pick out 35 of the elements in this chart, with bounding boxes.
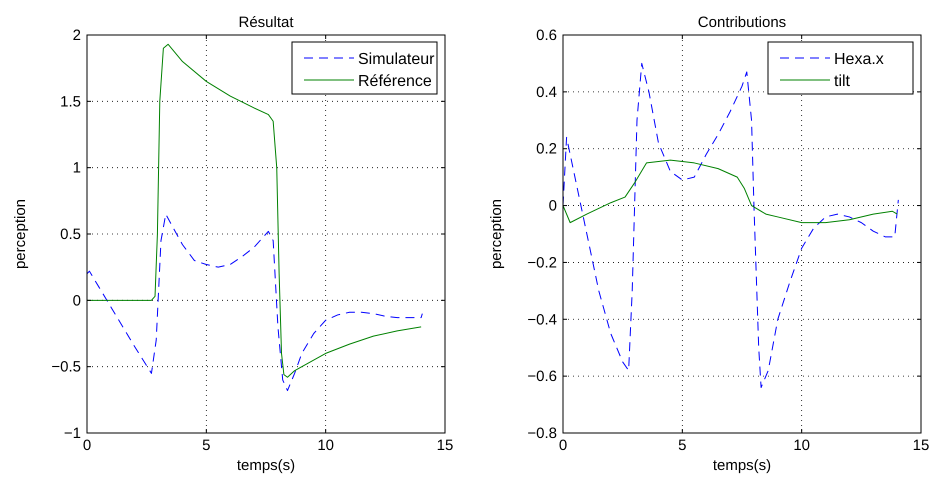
y-tick-label: 1.5 bbox=[60, 93, 81, 110]
legend-label: tilt bbox=[834, 73, 851, 90]
y-axis-title: perception bbox=[12, 198, 29, 270]
chart-title: Contributions bbox=[698, 14, 786, 31]
y-tick-label: 0 bbox=[548, 198, 557, 215]
y-tick-label: −0.8 bbox=[527, 425, 557, 442]
x-tick-label: 0 bbox=[558, 437, 568, 454]
y-tick-label: −0.4 bbox=[527, 311, 557, 328]
line-series bbox=[86, 214, 423, 392]
y-tick-label: −0.2 bbox=[527, 254, 557, 272]
legend-label: Référence bbox=[358, 73, 432, 90]
y-tick-label: −1 bbox=[64, 425, 81, 442]
chart-title: Résultat bbox=[238, 14, 294, 31]
x-axis-title: temps(s) bbox=[712, 457, 772, 474]
y-tick-label: 1 bbox=[72, 160, 81, 177]
y-tick-label: −0.6 bbox=[527, 368, 557, 386]
y-tick-label: 0.4 bbox=[536, 84, 557, 101]
x-tick-label: 15 bbox=[436, 437, 454, 454]
x-tick-label: 10 bbox=[793, 437, 810, 454]
y-tick-label: 0.2 bbox=[536, 140, 557, 158]
line-series bbox=[562, 62, 899, 388]
x-axis-title: temps(s) bbox=[236, 457, 296, 474]
x-tick-label: 15 bbox=[912, 437, 930, 454]
x-tick-label: 10 bbox=[317, 437, 334, 454]
y-tick-label: 0.5 bbox=[60, 226, 81, 243]
line-series bbox=[562, 160, 898, 224]
y-axis-title: perception bbox=[488, 198, 505, 270]
y-tick-label: −0.5 bbox=[51, 358, 81, 376]
x-tick-label: 5 bbox=[678, 437, 687, 454]
legend-label: Simulateur bbox=[358, 51, 436, 68]
legend-label: Hexa.x bbox=[834, 51, 884, 68]
y-tick-label: 0 bbox=[72, 292, 81, 310]
y-tick-label: 2 bbox=[72, 27, 81, 44]
x-tick-label: 5 bbox=[202, 437, 211, 454]
y-tick-label: 0.6 bbox=[536, 27, 557, 44]
